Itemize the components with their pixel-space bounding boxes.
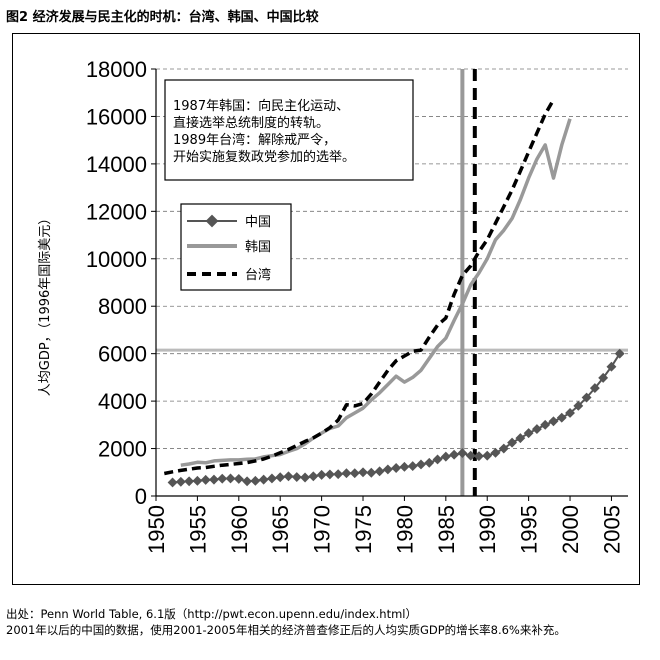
- axes: [155, 69, 628, 497]
- legend: 中国 韩国 台湾: [180, 203, 292, 291]
- y-tick-label: 6000: [98, 342, 147, 367]
- y-tick-label: 0: [135, 484, 147, 509]
- y-tick-label: 2000: [98, 437, 147, 462]
- y-axis-label: 人均GDP，（1996年国际美元）: [38, 212, 53, 397]
- reference-lines: [156, 69, 628, 496]
- china-point: [498, 443, 509, 454]
- x-tick-label: 1995: [517, 505, 542, 554]
- china-point: [382, 464, 393, 475]
- china-point: [175, 476, 186, 487]
- legend-taiwan-label: 台湾: [245, 267, 271, 283]
- x-tick-label: 2005: [599, 505, 624, 554]
- china-point: [333, 469, 344, 480]
- figure-title: 图2 经济发展与民主化的时机：台湾、韩国、中国比较: [6, 10, 319, 25]
- china-point: [341, 468, 352, 479]
- china-point: [407, 461, 418, 472]
- china-point: [291, 472, 302, 482]
- legend-china-marker: [205, 214, 219, 228]
- china-point: [589, 383, 600, 394]
- tick-labels: 0 2000 4000 6000 8000 10000 12000 14000 16000 180…: [86, 57, 625, 554]
- china-point: [424, 457, 435, 468]
- china-point: [266, 473, 277, 484]
- china-point: [225, 473, 236, 484]
- china-point: [490, 447, 501, 458]
- x-tick-label: 1970: [310, 505, 335, 554]
- korea-series-line: [180, 118, 572, 467]
- x-tick-label: 1990: [475, 505, 500, 554]
- x-tick-label: 1985: [434, 505, 459, 554]
- china-point: [432, 454, 443, 465]
- x-tick-label: 1975: [351, 505, 376, 554]
- china-point: [308, 471, 319, 482]
- x-tick-label: 1960: [227, 505, 252, 554]
- annotation-line-4: 开始实施复数政党参加的选举。: [173, 149, 355, 165]
- china-point: [391, 463, 402, 473]
- china-point: [192, 475, 203, 486]
- china-point: [358, 467, 368, 478]
- data-supplement-note: 2001年以后的中国的数据，使用2001-2005年相关的经济普查修正后的人均实…: [6, 623, 566, 637]
- y-tick-label: 10000: [86, 247, 147, 272]
- china-point: [507, 437, 518, 448]
- x-tick-label: 1955: [185, 505, 210, 554]
- china-point: [200, 474, 211, 485]
- china-point: [316, 469, 327, 480]
- source-note: 出处：Penn World Table, 6.1版（http://pwt.eco…: [6, 607, 418, 621]
- china-point: [465, 450, 476, 461]
- china-point: [283, 471, 294, 482]
- y-tick-label: 12000: [86, 199, 147, 224]
- china-point: [457, 448, 468, 459]
- china-point: [581, 392, 592, 403]
- china-point: [416, 459, 426, 470]
- chart-frame: 0 2000 4000 6000 8000 10000 12000 14000 16000 180…: [12, 33, 640, 585]
- china-point: [349, 468, 360, 479]
- china-point: [548, 416, 559, 427]
- china-point: [614, 348, 625, 359]
- china-point: [242, 476, 253, 487]
- china-point: [523, 428, 534, 439]
- china-point: [209, 474, 219, 485]
- x-tick-label: 1980: [392, 505, 417, 554]
- x-tick-label: 1965: [268, 505, 293, 554]
- y-tick-label: 16000: [86, 104, 147, 129]
- taiwan-series-line: [163, 98, 556, 476]
- china-point: [275, 472, 286, 483]
- china-point: [482, 450, 493, 461]
- china-point: [531, 424, 542, 435]
- y-tick-label: 4000: [98, 389, 147, 414]
- china-point: [258, 474, 269, 485]
- china-point: [515, 433, 526, 444]
- china-point: [233, 473, 244, 484]
- china-point: [167, 477, 178, 488]
- china-point: [473, 451, 484, 462]
- line-chart: 0 2000 4000 6000 8000 10000 12000 14000 16000 180…: [38, 57, 628, 554]
- china-point: [565, 408, 575, 418]
- legend-korea-label: 韩国: [245, 240, 271, 255]
- china-point: [399, 461, 410, 472]
- annotation-line-2: 直接选举总统制度的转轨。: [173, 115, 329, 131]
- china-point: [300, 472, 311, 483]
- annotation-line-1: 1987年韩国：向民主化运动、: [173, 98, 349, 114]
- series-lines: [163, 98, 625, 488]
- x-tick-label: 1950: [144, 505, 169, 554]
- china-point: [250, 475, 261, 486]
- y-tick-label: 8000: [98, 294, 147, 319]
- china-point: [449, 449, 460, 460]
- china-point: [540, 419, 551, 430]
- x-tick-label: 2000: [558, 505, 583, 554]
- china-point: [374, 466, 385, 477]
- legend-china-label: 中国: [245, 215, 271, 230]
- china-point: [366, 467, 377, 478]
- china-point: [606, 361, 617, 372]
- annotation-box: 1987年韩国：向民主化运动、 直接选举总统制度的转轨。 1989年台湾：解除戒…: [164, 79, 414, 181]
- y-tick-label: 14000: [86, 152, 147, 177]
- china-point: [440, 451, 451, 462]
- china-point: [324, 469, 335, 480]
- china-point: [573, 400, 584, 411]
- china-point: [556, 412, 567, 423]
- china-point: [184, 476, 195, 487]
- y-tick-label: 18000: [86, 57, 147, 82]
- china-point: [598, 372, 609, 383]
- china-point: [217, 473, 228, 484]
- annotation-line-3: 1989年台湾：解除戒严令，: [173, 132, 336, 148]
